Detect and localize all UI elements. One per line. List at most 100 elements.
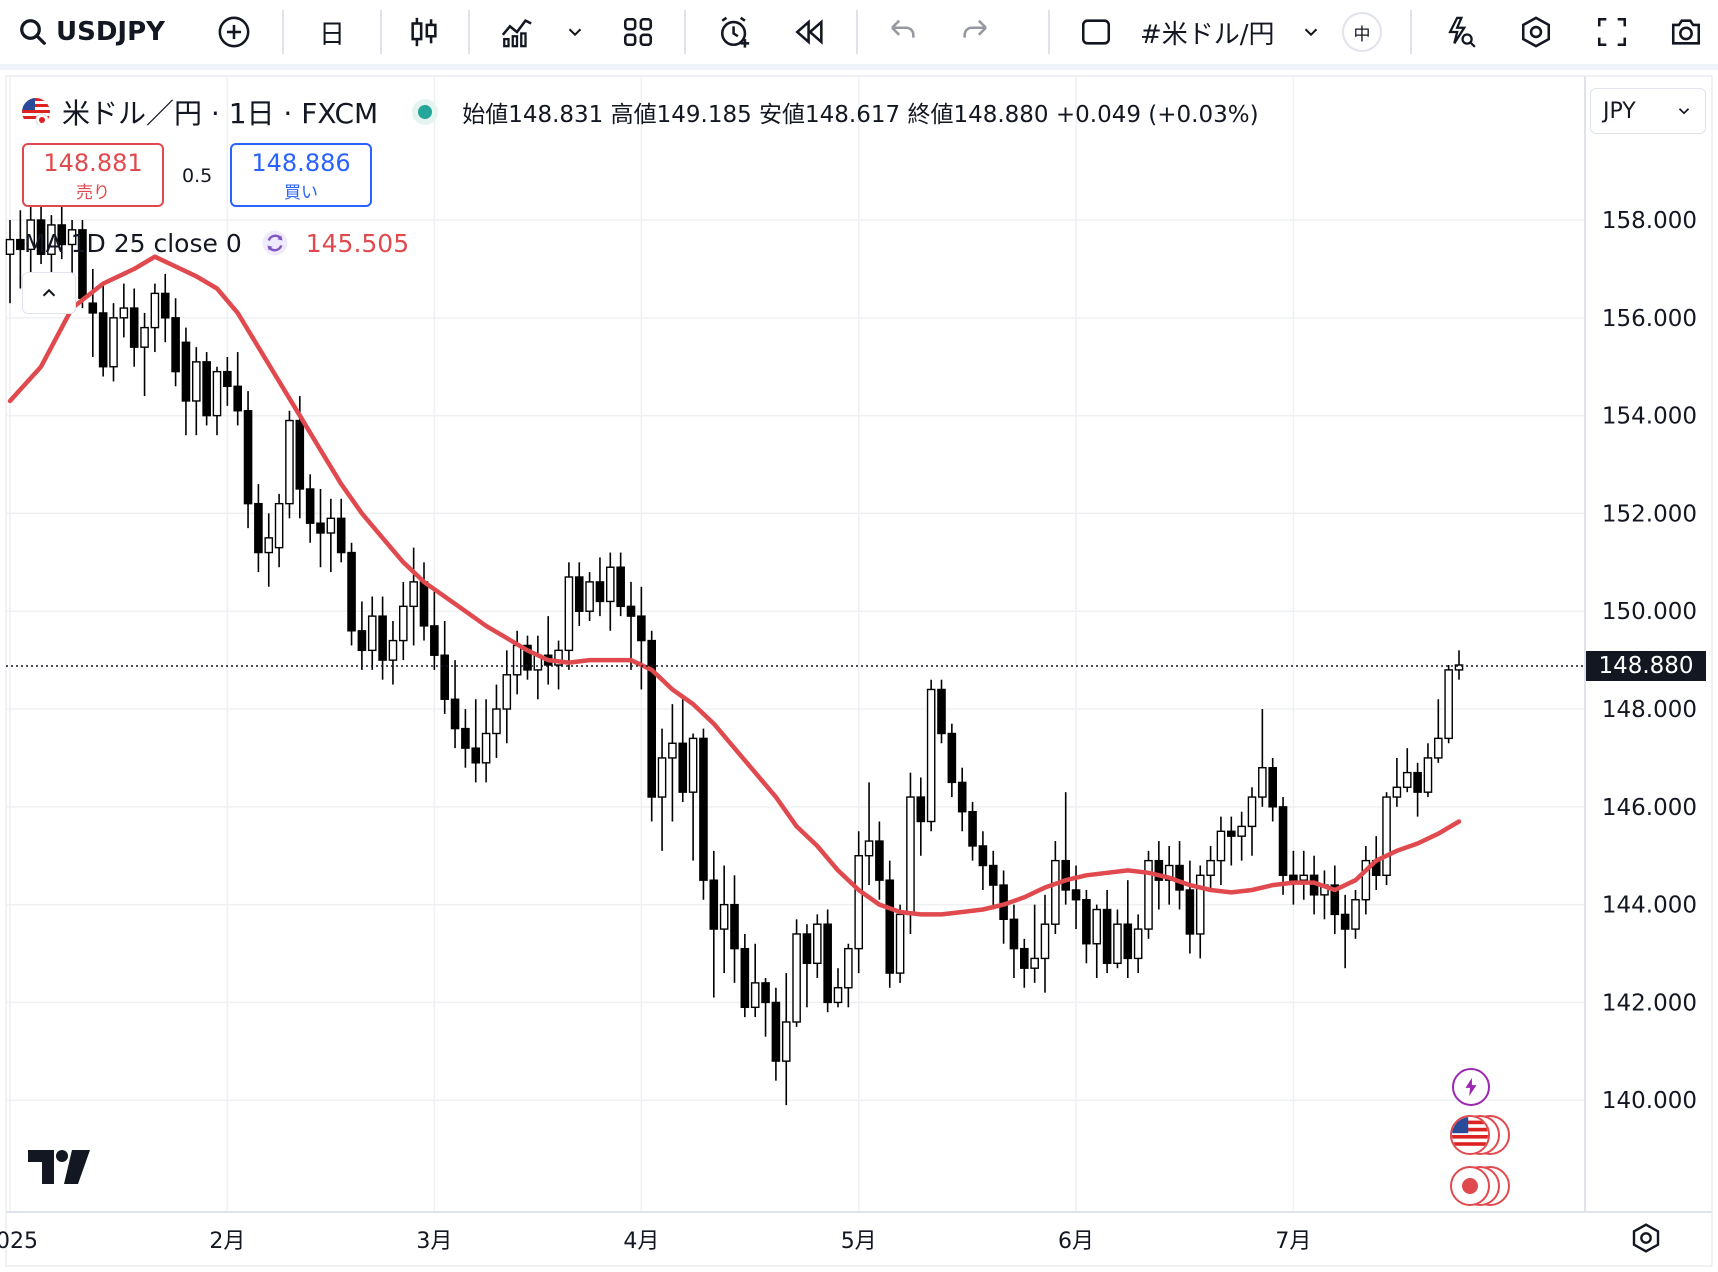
market-status-dot[interactable] (418, 105, 433, 119)
candle-up (1258, 767, 1267, 798)
candle-down (1226, 830, 1236, 837)
candle-up (1351, 899, 1360, 930)
indicators-button[interactable] (492, 12, 542, 52)
candle-up (119, 307, 129, 319)
candle-down (471, 747, 481, 764)
candle-down (1071, 889, 1081, 901)
candle-up (212, 370, 222, 417)
chart-legend: 米ドル／円 · 1日 · FXCM 始値148.831 高値149.185 安値… (22, 92, 1259, 132)
spread-value: 0.5 (182, 165, 213, 187)
time-tick-label: 2月 (209, 1229, 245, 1254)
candle-up (813, 923, 822, 965)
time-axis[interactable]: 2025 2月 3月 4月 5月 6月 7月 (0, 1229, 1311, 1254)
snapshot-button[interactable] (1662, 12, 1710, 52)
fullscreen-button[interactable] (1590, 12, 1634, 52)
camera-icon (1671, 19, 1701, 45)
candle-down (1020, 947, 1029, 969)
layout-button[interactable] (616, 12, 660, 52)
candle-down (202, 361, 211, 417)
candle-down (1278, 806, 1288, 876)
candle-up (512, 644, 522, 676)
select-all-checkbox[interactable] (1074, 12, 1118, 52)
candle-up (833, 987, 843, 1004)
candles-icon (411, 17, 437, 47)
candle-up (1133, 928, 1143, 960)
candle-up (1216, 830, 1226, 862)
price-axis[interactable]: 158.000 156.000 154.000 152.000 150.000 148.0… (1602, 208, 1697, 1114)
toolbar-divider (684, 10, 686, 54)
candle-down (129, 307, 139, 348)
price-tick-label: 148.000 (1602, 697, 1697, 723)
candle-down (988, 864, 998, 886)
chart-type-button[interactable] (402, 12, 446, 52)
collapse-legend-button[interactable] (22, 272, 76, 314)
symbol-name-label[interactable]: #米ドル/円 (1140, 19, 1275, 50)
symbol-name-dropdown[interactable] (1296, 12, 1326, 52)
economic-events-icon[interactable] (1450, 1115, 1530, 1157)
price-tick-label: 152.000 (1602, 501, 1697, 527)
candle-up (1299, 874, 1309, 881)
buy-label: 買い (284, 183, 318, 203)
candle-down (761, 982, 770, 1004)
time-tick-label: 7月 (1275, 1229, 1311, 1254)
buy-button[interactable]: 148.886 買い (230, 143, 372, 207)
candle-up (781, 1021, 791, 1062)
toolbar-divider (468, 10, 470, 54)
chart-title[interactable]: 米ドル／円 · 1日 · FXCM (62, 97, 379, 130)
candle-down (978, 845, 988, 867)
candle-up (606, 566, 615, 603)
settings-button[interactable] (1514, 12, 1558, 52)
candle-up (1382, 796, 1391, 876)
lightning-event-icon[interactable] (1452, 1068, 1490, 1106)
candle-down (1185, 889, 1195, 935)
candle-up (864, 840, 874, 857)
candle-down (347, 551, 356, 632)
time-tick-label: 2025 (0, 1229, 38, 1254)
price-tick-label: 150.000 (1602, 599, 1697, 625)
candle-up (47, 224, 56, 255)
candle-up (1402, 771, 1412, 788)
ma-line (7, 254, 1462, 917)
language-badge[interactable]: 中 (1342, 12, 1382, 52)
candle-down (378, 615, 387, 661)
candle-down (637, 615, 646, 642)
alert-button[interactable] (710, 12, 760, 52)
candle-down (36, 219, 46, 255)
indicators-icon (501, 19, 532, 48)
candle-up (906, 796, 915, 916)
add-symbol-button[interactable] (212, 12, 256, 52)
candle-down (1061, 859, 1070, 891)
undo-button[interactable] (880, 12, 924, 52)
scale-settings-button[interactable] (1630, 1222, 1662, 1258)
ma-indicator-legend[interactable]: MA 1D 25 close 0 145.505 (24, 228, 409, 258)
currency-selector[interactable]: JPY (1590, 88, 1706, 134)
settings-hexagon-icon (1521, 16, 1551, 48)
candle-up (926, 688, 936, 823)
tradingview-logo[interactable] (28, 1150, 92, 1188)
quick-search-button[interactable] (1438, 12, 1482, 52)
candle-down (730, 903, 739, 950)
candle-up (67, 229, 77, 246)
redo-icon (963, 19, 987, 38)
jp-events-icon[interactable] (1450, 1166, 1530, 1208)
redo-button[interactable] (954, 12, 998, 52)
loading-spinner-icon (260, 228, 290, 258)
candle-up (285, 419, 294, 505)
replay-button[interactable] (788, 12, 832, 52)
sell-button[interactable]: 148.881 売り (22, 143, 164, 207)
candle-down (616, 566, 625, 608)
candle-down (440, 654, 450, 700)
toolbar-divider (856, 10, 858, 54)
indicators-dropdown-button[interactable] (560, 12, 590, 52)
candle-up (1206, 859, 1215, 876)
candle-down (160, 292, 170, 319)
candle-down (1340, 913, 1350, 930)
symbol-search-button[interactable]: USDJPY (18, 12, 188, 52)
rewind-icon (795, 19, 823, 45)
candle-down (16, 238, 25, 251)
candle-up (502, 674, 512, 710)
interval-button[interactable]: 日 (318, 19, 345, 50)
candle-down (1009, 918, 1019, 950)
price-tick-label: 144.000 (1602, 893, 1697, 919)
